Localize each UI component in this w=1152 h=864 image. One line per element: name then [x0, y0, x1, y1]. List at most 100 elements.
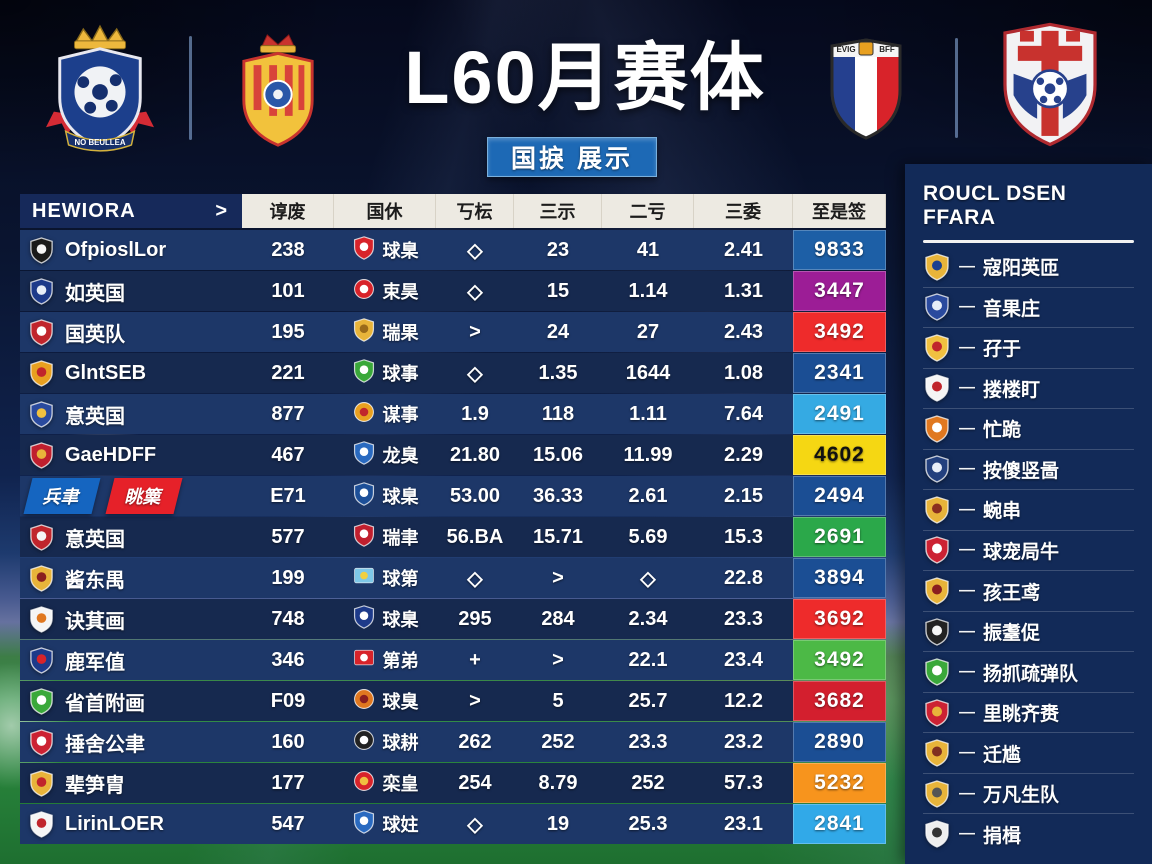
- gold-crest-icon: [923, 779, 951, 808]
- odds-badge[interactable]: 3447: [793, 271, 886, 311]
- odds-badge[interactable]: 2491: [793, 394, 886, 434]
- table-row[interactable]: 辈笋胄 177 栾皇 254 8.79 252 57.3 5232: [20, 763, 886, 803]
- table-row[interactable]: 国英队 195 瑞果 > 24 27 2.43 3492: [20, 312, 886, 352]
- sidebar-team-name: 音果庄: [983, 298, 1041, 320]
- stat-cell-5: 23.3: [724, 607, 763, 630]
- table-header-row: HEWIORA > 谆废 国休 丂枟 三示 二亏 三委 至是签: [20, 194, 886, 228]
- column-header-team[interactable]: HEWIORA >: [20, 194, 242, 228]
- sidebar-team-item[interactable]: — 忙跪: [923, 409, 1134, 450]
- team-name: OfpioslLor: [65, 238, 167, 261]
- table-row[interactable]: 兵聿 眺篥 E71 球臬 53.00 36.33 2.61 2.15 2494: [20, 476, 886, 516]
- table-row[interactable]: OfpioslLor 238 球臬 ◇ 23 41 2.41 9833: [20, 230, 886, 270]
- stat-cell-icon: 球耕: [334, 722, 436, 762]
- gold-red-stripe-crest-icon: [28, 359, 55, 387]
- odds-badge[interactable]: 2494: [793, 476, 886, 516]
- column-header-2[interactable]: 国休: [334, 194, 436, 228]
- table-row[interactable]: 如英国 101 束昊 ◇ 15 1.14 1.31 3447: [20, 271, 886, 311]
- table-row[interactable]: 鹿军值 346 第弟 + > 22.1 23.4 3492: [20, 640, 886, 680]
- table-row[interactable]: 捶舍公聿 160 球耕 262 252 23.3 23.2 2890: [20, 722, 886, 762]
- column-header-5[interactable]: 二亏: [602, 194, 694, 228]
- stat-cell-1: 547: [271, 812, 305, 835]
- white-orange-crest-icon: [28, 605, 55, 633]
- odds-badge[interactable]: 3492: [793, 640, 886, 680]
- sidebar-team-item[interactable]: — 搂楼盯: [923, 369, 1134, 410]
- column-header-7[interactable]: 至是签: [793, 194, 886, 228]
- odds-badge[interactable]: 3492: [793, 312, 886, 352]
- svg-text:BFF: BFF: [879, 45, 895, 54]
- stat-cell-4: 27: [636, 320, 660, 343]
- stat-cell-1: 195: [271, 320, 305, 343]
- odds-badge[interactable]: 3682: [793, 681, 886, 721]
- gold-crown-club-crest-icon: [234, 30, 322, 152]
- team-name: 鹿军值: [65, 651, 125, 674]
- team-cell: OfpioslLor: [20, 230, 242, 270]
- stat-cell-3: 24: [546, 320, 570, 343]
- sidebar-team-item[interactable]: — 里眺齐赉: [923, 693, 1134, 734]
- table-row[interactable]: GaeHDFF 467 龙臭 21.80 15.06 11.99 2.29 46…: [20, 435, 886, 475]
- table-row[interactable]: 酱东禺 199 球第 ◇ > ◇ 22.8 3894: [20, 558, 886, 598]
- column-header-1[interactable]: 谆废: [242, 194, 334, 228]
- sidebar-team-item[interactable]: — 孩王鸢: [923, 571, 1134, 612]
- stat-cell-3: 15.71: [532, 525, 584, 548]
- dash-separator: —: [959, 419, 975, 437]
- table-row[interactable]: 意英国 577 瑞聿 56.BA 15.71 5.69 15.3 2691: [20, 517, 886, 557]
- mini-crest-label: 龙臭: [382, 446, 419, 466]
- sidebar-team-item[interactable]: — 万凡生队: [923, 774, 1134, 815]
- table-row[interactable]: GlntSEB 221 球事 ◇ 1.35 1644 1.08 2341: [20, 353, 886, 393]
- subtitle-badge: 国捩 展示: [487, 137, 657, 177]
- sidebar-team-name: 里眺齐赉: [983, 704, 1060, 726]
- column-header-6[interactable]: 三委: [694, 194, 793, 228]
- table-row[interactable]: LirinLOER 547 球妵 ◇ 19 25.3 23.1 2841: [20, 804, 886, 844]
- sidebar-team-item[interactable]: — 迁尴: [923, 733, 1134, 774]
- team-name: 省首附画: [65, 692, 145, 715]
- mini-crest-label: 球第: [382, 569, 419, 589]
- gold-crown-crest-icon: [923, 577, 951, 605]
- stat-cell-icon: 球事: [334, 353, 436, 393]
- sidebar-team-item[interactable]: — 振耋促: [923, 612, 1134, 653]
- team-cell: 如英国: [20, 271, 242, 311]
- odds-badge[interactable]: 4602: [793, 435, 886, 475]
- odds-badge[interactable]: 3894: [793, 558, 886, 598]
- sidebar-team-item[interactable]: — 寇阳英匝: [923, 247, 1134, 288]
- column-header-3[interactable]: 丂枟: [436, 194, 514, 228]
- sidebar-team-name: 搂楼盯: [983, 379, 1041, 401]
- odds-badge[interactable]: 2341: [793, 353, 886, 393]
- sidebar-team-item[interactable]: — 孖于: [923, 328, 1134, 369]
- sidebar-team-item[interactable]: — 球宠局牛: [923, 531, 1134, 572]
- column-header-4[interactable]: 三示: [514, 194, 602, 228]
- sidebar-team-item[interactable]: — 蜿串: [923, 490, 1134, 531]
- sidebar-team-item[interactable]: — 扬抓疏弹队: [923, 652, 1134, 693]
- odds-badge[interactable]: 3692: [793, 599, 886, 639]
- table-row[interactable]: 诀萁画 748 球臬 295 284 2.34 23.3 3692: [20, 599, 886, 639]
- mini-crest-label: 束昊: [382, 282, 419, 302]
- white-dark-crest-icon: [923, 820, 951, 848]
- stat-cell-4: 22.1: [628, 648, 668, 671]
- table-row[interactable]: 意英国 877 谋事 1.9 118 1.11 7.64 2491: [20, 394, 886, 434]
- odds-badge[interactable]: 5232: [793, 763, 886, 803]
- black-white-circle-icon: [352, 728, 376, 757]
- stat-cell-4: 2.34: [628, 607, 668, 630]
- mini-crest-label: 瑞果: [382, 323, 419, 343]
- stat-cell-1: 160: [271, 730, 305, 753]
- odds-badge[interactable]: 2890: [793, 722, 886, 762]
- odds-badge[interactable]: 9833: [793, 230, 886, 270]
- red-white-crest-icon: [923, 536, 951, 565]
- blue-filter-button[interactable]: 兵聿: [23, 478, 101, 514]
- team-name: GlntSEB: [65, 361, 147, 384]
- stat-cell-icon: 束昊: [334, 271, 436, 311]
- odds-badge[interactable]: 2841: [793, 804, 886, 844]
- stat-cell-3: 15.06: [532, 443, 584, 466]
- red-filter-button[interactable]: 眺篥: [105, 478, 183, 514]
- stat-cell-4: 1.11: [629, 402, 667, 425]
- odds-badge[interactable]: 2691: [793, 517, 886, 557]
- dash-separator: —: [959, 298, 975, 316]
- tricolor-shield-icon: [352, 604, 376, 634]
- sidebar-team-name: 按傻竖啚: [983, 460, 1060, 482]
- sidebar-team-item[interactable]: — 捐楫: [923, 814, 1134, 854]
- gold-crown-crest-icon: [923, 253, 951, 281]
- sidebar-team-item[interactable]: — 音果庄: [923, 288, 1134, 329]
- team-cell: 省首附画: [20, 681, 242, 721]
- table-row[interactable]: 省首附画 F09 球臭 > 5 25.7 12.2 3682: [20, 681, 886, 721]
- sidebar-team-item[interactable]: — 按傻竖啚: [923, 450, 1134, 491]
